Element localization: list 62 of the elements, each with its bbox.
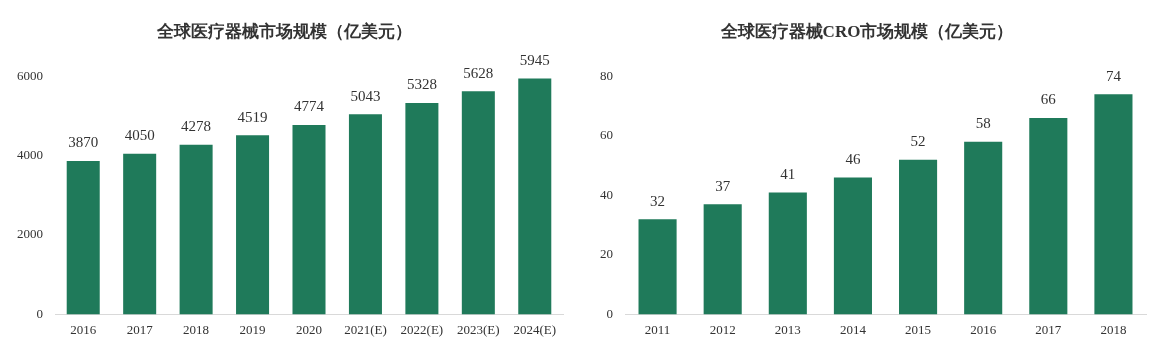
- x-tick-label: 2014: [839, 321, 867, 337]
- x-tick-label: 2017: [126, 321, 154, 337]
- x-tick-label: 2016: [970, 321, 997, 337]
- data-label: 37: [715, 177, 731, 194]
- x-tick-label: 2018: [1100, 321, 1127, 337]
- data-label: 5945: [519, 52, 550, 69]
- x-tick-label: 2017: [1035, 321, 1062, 337]
- data-label: 66: [1040, 91, 1057, 108]
- bar: [518, 78, 552, 315]
- bar: [405, 103, 439, 315]
- y-tick-label: 6000: [17, 67, 43, 83]
- bar: [768, 192, 807, 315]
- bar: [964, 141, 1003, 315]
- data-label: 46: [845, 150, 861, 167]
- data-label: 4519: [237, 108, 268, 125]
- x-tick-label: 2011: [644, 321, 671, 337]
- bar: [1094, 94, 1133, 315]
- bar: [899, 159, 938, 315]
- y-tick-label: 60: [600, 127, 613, 143]
- data-label: 41: [780, 165, 796, 182]
- y-tick-label: 40: [600, 186, 613, 202]
- data-label: 52: [910, 133, 926, 150]
- data-label: 74: [1105, 67, 1122, 84]
- data-label: 32: [650, 192, 666, 209]
- bar: [1029, 118, 1068, 315]
- x-tick-label: 2013: [774, 321, 801, 337]
- bar: [703, 204, 742, 315]
- data-label: 58: [975, 115, 991, 132]
- x-tick-label: 2015: [905, 321, 932, 337]
- data-label: 5628: [463, 64, 494, 81]
- y-tick-label: 20: [600, 246, 613, 262]
- x-tick-label: 2024(E): [513, 321, 557, 337]
- bar: [292, 125, 326, 315]
- x-tick-label: 2012: [709, 321, 736, 337]
- data-label: 5043: [350, 87, 381, 104]
- y-tick-label: 2000: [17, 226, 43, 242]
- y-tick-label: 80: [600, 67, 613, 83]
- data-label: 5328: [406, 76, 437, 93]
- bar: [833, 177, 872, 315]
- bar: [236, 135, 270, 315]
- bar: [461, 91, 495, 315]
- y-tick-label: 0: [36, 305, 43, 321]
- bar: [66, 160, 100, 315]
- y-tick-label: 0: [606, 305, 613, 321]
- x-tick-label: 2023(E): [457, 321, 500, 337]
- chart-title: 全球医疗器械CRO市场规模（亿美元）: [719, 21, 1014, 41]
- x-tick-label: 2022(E): [400, 321, 444, 337]
- x-tick-label: 2018: [183, 321, 210, 337]
- x-tick-label: 2020: [296, 321, 322, 337]
- data-label: 3870: [68, 134, 99, 151]
- bar: [348, 114, 382, 315]
- data-label: 4278: [181, 118, 212, 135]
- chart-title: 全球医疗器械市场规模（亿美元）: [155, 21, 412, 41]
- bar: [123, 153, 157, 315]
- x-tick-label: 2021(E): [344, 321, 387, 337]
- y-tick-label: 4000: [17, 147, 43, 163]
- x-tick-label: 2016: [70, 321, 97, 337]
- x-tick-label: 2019: [239, 321, 266, 337]
- bar: [179, 144, 213, 315]
- data-label: 4050: [124, 127, 155, 144]
- bar: [638, 219, 677, 315]
- data-label: 4774: [294, 98, 325, 115]
